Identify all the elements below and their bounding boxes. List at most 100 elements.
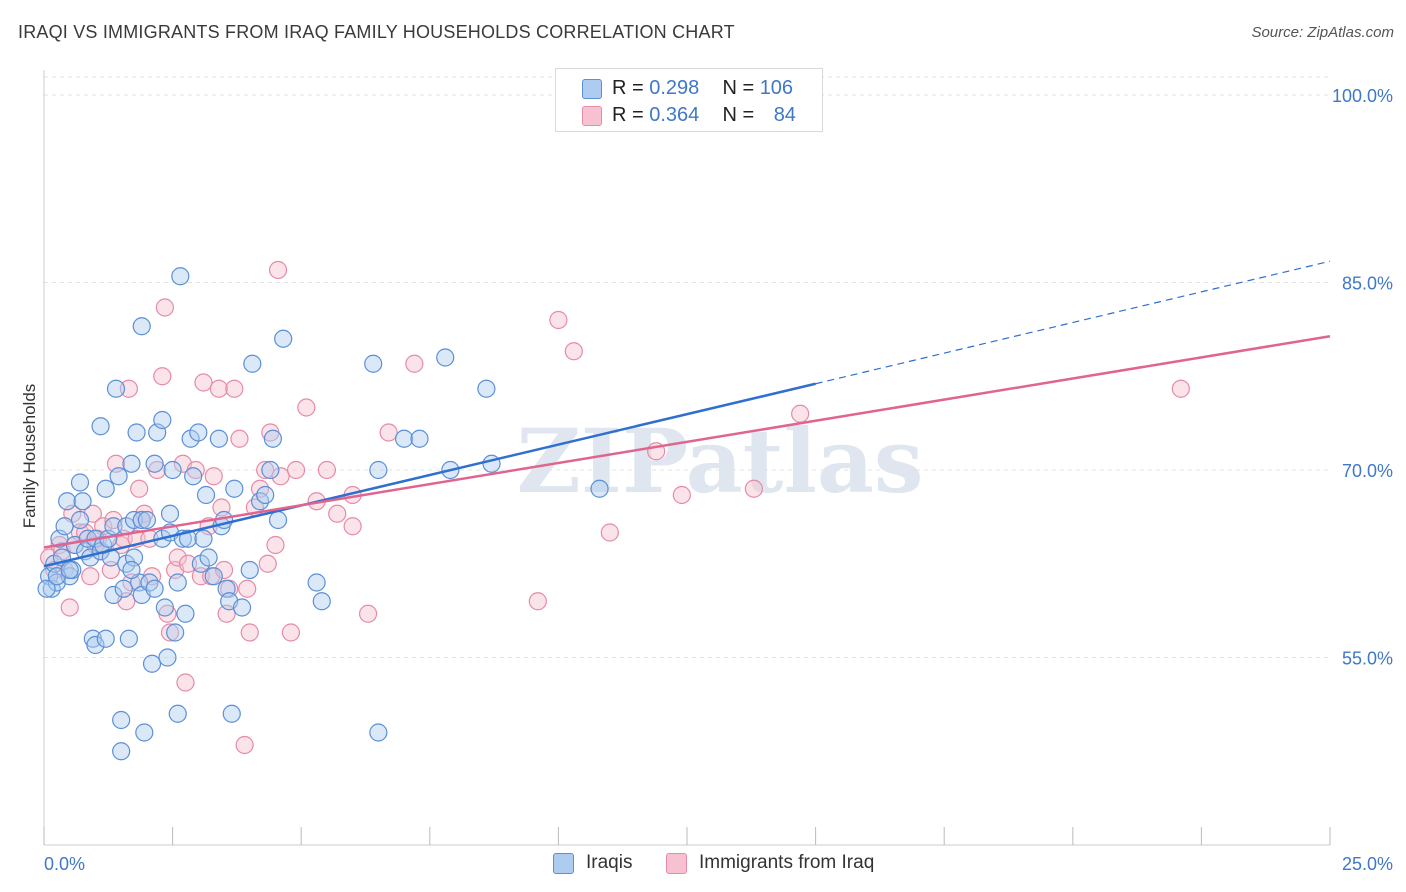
immigrants-point (358, 604, 378, 623)
iraqis-point (232, 598, 252, 617)
source-credit: Source: ZipAtlas.com (1251, 24, 1394, 41)
iraqis-point (104, 585, 123, 605)
legend-label-immigrants: Immigrants from Iraq (699, 852, 875, 873)
iraqis-point (364, 354, 383, 373)
iraqis-point (153, 410, 172, 430)
iraqis-point (70, 473, 90, 492)
immigrants-point (130, 479, 149, 498)
n-label: N = (722, 77, 760, 99)
immigrants-point (191, 567, 210, 586)
iraqis-point (243, 354, 262, 373)
iraqis-swatch (582, 79, 602, 99)
iraqis-point (263, 429, 283, 448)
immigrants-point (225, 379, 244, 398)
r-value: 0.364 (649, 104, 700, 126)
iraqis-point (199, 548, 218, 567)
iraqis-point (189, 423, 208, 442)
immigrants-point (155, 298, 174, 317)
immigrants-point (317, 460, 337, 480)
immigrants-points (40, 260, 1190, 755)
iraqis-point (369, 460, 388, 480)
iraqis-point (114, 579, 133, 598)
iraqis-point (410, 429, 429, 448)
immigrants-point (343, 517, 362, 536)
immigrants-point (266, 535, 285, 555)
iraqis-point (145, 454, 164, 473)
iraqis-point (58, 492, 77, 511)
immigrants-point (297, 398, 316, 417)
y-tick-label: 70.0% (1342, 461, 1393, 481)
iraqis-point (145, 579, 164, 598)
immigrants-point (209, 379, 228, 398)
iraqis-point (132, 317, 151, 336)
iraqis-point (256, 485, 275, 505)
immigrants-point (328, 504, 347, 523)
y-tick-label: 55.0% (1342, 649, 1393, 669)
immigrants-legend-swatch (666, 853, 687, 874)
r-label: R = (612, 77, 650, 99)
iraqis-point (168, 573, 187, 592)
iraqis-legend-swatch (553, 853, 574, 874)
iraqis-point (106, 379, 126, 398)
iraqis-point (73, 492, 92, 511)
immigrants-point (153, 367, 172, 386)
y-tick-label: 100.0% (1332, 86, 1393, 106)
iraqis-point (394, 429, 414, 448)
immigrants-point (176, 673, 195, 692)
iraqis-point (268, 510, 288, 530)
axes (43, 70, 1331, 846)
iraqis-point (109, 467, 128, 486)
immigrants-point (101, 560, 120, 580)
iraqis-point (312, 592, 331, 611)
iraqis-point (60, 560, 79, 580)
immigrants-point (405, 354, 424, 373)
immigrants-point (600, 523, 619, 542)
immigrants-point (238, 579, 257, 598)
immigrants-point (564, 342, 583, 361)
iraqis-point (171, 267, 190, 286)
x-tick-label: 25.0% (1342, 854, 1393, 874)
watermark-text: ZIPatlas (517, 409, 924, 513)
iraqis-point (168, 704, 187, 723)
immigrants-point (178, 554, 198, 573)
iraqis-point (194, 529, 213, 548)
immigrants-swatch (582, 106, 602, 126)
iraqis-point (184, 467, 203, 486)
iraqis-point (307, 573, 326, 592)
immigrants-point (240, 623, 259, 642)
iraqis-point (70, 510, 90, 530)
immigrants-point (281, 623, 301, 642)
iraqis-point (104, 517, 123, 536)
legend-label-iraqis: Iraqis (586, 852, 633, 873)
immigrants-point (81, 567, 100, 586)
iraqis-point (119, 629, 138, 648)
iraqis-point (122, 454, 141, 473)
immigrants-point (1171, 379, 1190, 398)
stats-legend: R = 0.298 N = 106 R = 0.364 N = 84 (555, 68, 823, 132)
iraqis-point (158, 648, 177, 667)
r-label: R = (612, 104, 650, 126)
immigrants-point (672, 485, 691, 505)
immigrants-point (214, 560, 234, 580)
immigrants-point (194, 373, 213, 392)
iraqis-point (155, 598, 174, 617)
immigrants-point (791, 404, 810, 423)
iraqis-point (261, 460, 280, 480)
chart-title: IRAQI VS IMMIGRANTS FROM IRAQ FAMILY HOU… (18, 22, 735, 42)
immigrants-point (160, 623, 180, 642)
iraqis-point (222, 704, 241, 723)
iraqis-point (37, 579, 56, 598)
iraqis-point (163, 460, 182, 480)
iraqis-point (137, 510, 156, 530)
iraqis-point (122, 560, 141, 580)
immigrants-point (204, 467, 223, 486)
iraqis-point (176, 604, 195, 623)
iraqis-point (96, 629, 115, 648)
r-value: 0.298 (649, 77, 700, 99)
iraqis-point (142, 654, 162, 673)
iraqis-point (196, 485, 216, 505)
iraqis-point (127, 423, 146, 442)
n-value: 106 (759, 77, 794, 99)
iraqis-point (55, 517, 74, 536)
